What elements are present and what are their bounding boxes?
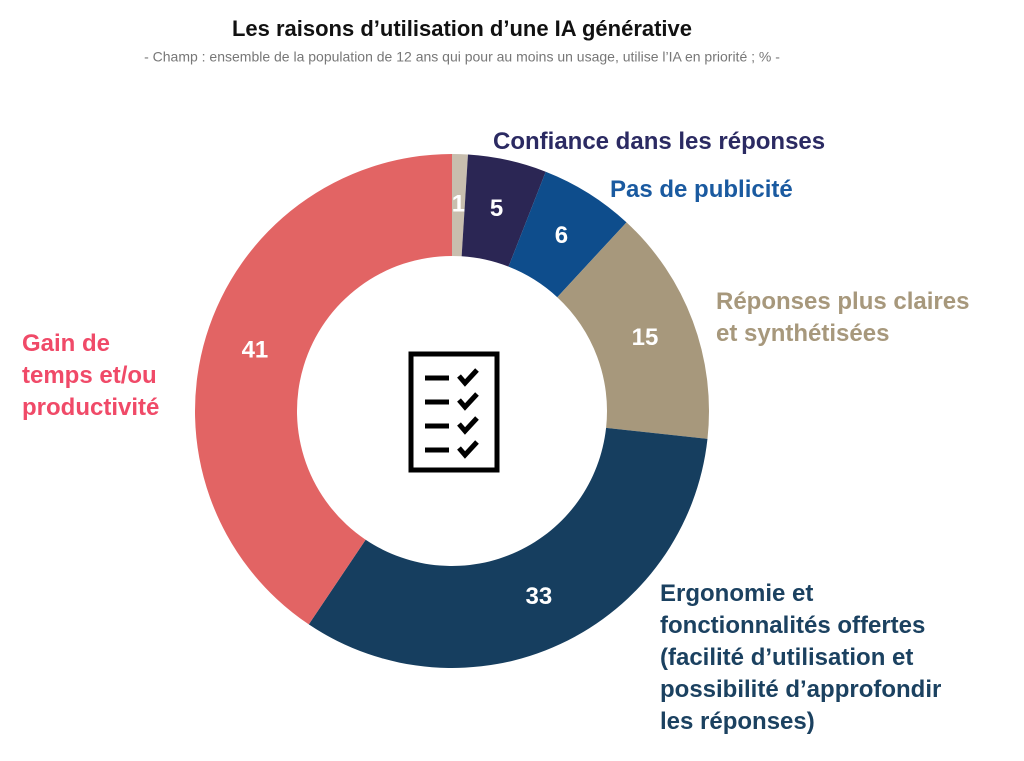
slice <box>557 222 709 439</box>
value-label: 1 <box>452 190 465 217</box>
category-label: Réponses plus claires et synthétisées <box>716 288 970 347</box>
slice <box>452 154 468 257</box>
value-label: 5 <box>490 195 503 222</box>
checklist-icon <box>408 351 500 473</box>
category-label: Pas de publicité <box>610 176 793 203</box>
chart-title: Les raisons d’utilisation d’une IA génér… <box>232 16 692 41</box>
slice <box>194 154 452 625</box>
value-label: 15 <box>632 324 659 351</box>
value-label: 41 <box>242 336 269 363</box>
slice <box>508 171 627 298</box>
value-label: 6 <box>555 222 568 249</box>
category-label: Gain de temps et/ou productivité <box>22 330 160 421</box>
chart-subtitle: - Champ : ensemble de la population de 1… <box>144 49 780 65</box>
slice <box>308 427 708 668</box>
slice <box>461 154 546 267</box>
donut <box>194 154 709 668</box>
category-label: Confiance dans les réponses <box>493 128 826 155</box>
category-label: Ergonomie et fonctionnalités offertes (f… <box>660 580 942 735</box>
value-label: 33 <box>526 583 553 610</box>
